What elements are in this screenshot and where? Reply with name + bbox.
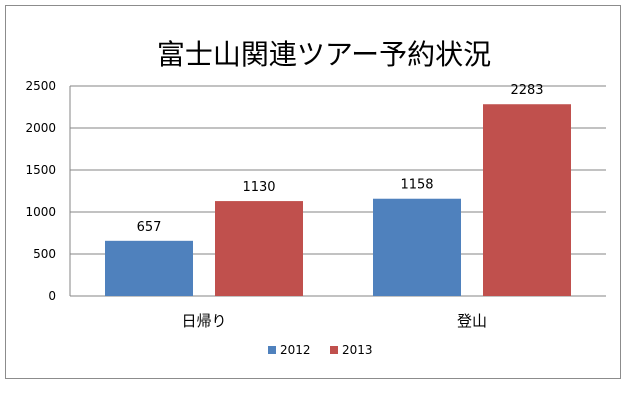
bar-2012 (373, 198, 461, 296)
y-tick-label: 2500 (25, 79, 56, 93)
data-label: 1158 (400, 178, 433, 193)
y-tick-label: 1500 (25, 163, 56, 177)
y-axis-ticks: 0 500 1000 1500 2000 2500 (25, 79, 56, 303)
legend-swatch-2013 (330, 346, 338, 354)
data-label: 657 (137, 220, 162, 235)
x-axis-categories: 日帰り 登山 (181, 312, 487, 330)
data-label: 2283 (510, 83, 543, 98)
chart-title: 富士山関連ツアー予約状況 (157, 38, 491, 71)
legend-label: 2013 (342, 343, 373, 357)
data-label: 1130 (242, 180, 275, 195)
y-tick-label: 500 (33, 247, 56, 261)
bars (105, 104, 571, 296)
category-label: 日帰り (181, 312, 226, 330)
y-tick-label: 2000 (25, 121, 56, 135)
legend-swatch-2012 (268, 346, 276, 354)
bar-chart: 富士山関連ツアー予約状況 0 500 1000 1500 2000 2500 657 113… (25, 38, 606, 357)
y-tick-label: 1000 (25, 205, 56, 219)
bar-2012 (105, 240, 193, 296)
bar-2013 (483, 104, 571, 296)
data-labels: 657 1130 1158 2283 (137, 83, 544, 235)
chart-frame: 富士山関連ツアー予約状況 0 500 1000 1500 2000 2500 657 113… (5, 5, 621, 379)
category-label: 登山 (457, 312, 487, 330)
legend-label: 2012 (280, 343, 311, 357)
y-tick-label: 0 (48, 289, 56, 303)
bar-2013 (215, 201, 303, 296)
legend: 2012 2013 (268, 343, 373, 357)
